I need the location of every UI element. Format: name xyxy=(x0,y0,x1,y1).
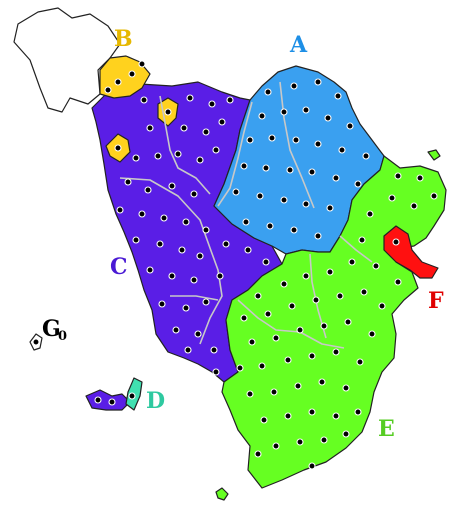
label-d: D xyxy=(146,388,165,414)
label-a: A xyxy=(289,32,308,58)
island-east xyxy=(427,149,441,161)
internal-border xyxy=(119,81,373,349)
label-b: B xyxy=(114,26,133,52)
island-d-west xyxy=(85,389,131,411)
label-g-subscript: 0 xyxy=(58,329,67,344)
region-b xyxy=(99,55,151,99)
region-unassigned xyxy=(13,7,121,113)
municipality-dots xyxy=(32,60,438,470)
label-g: G xyxy=(42,316,61,342)
label-c: C xyxy=(110,254,128,280)
island-southern xyxy=(215,487,229,501)
label-e: E xyxy=(378,416,395,442)
label-f: F xyxy=(428,288,444,314)
